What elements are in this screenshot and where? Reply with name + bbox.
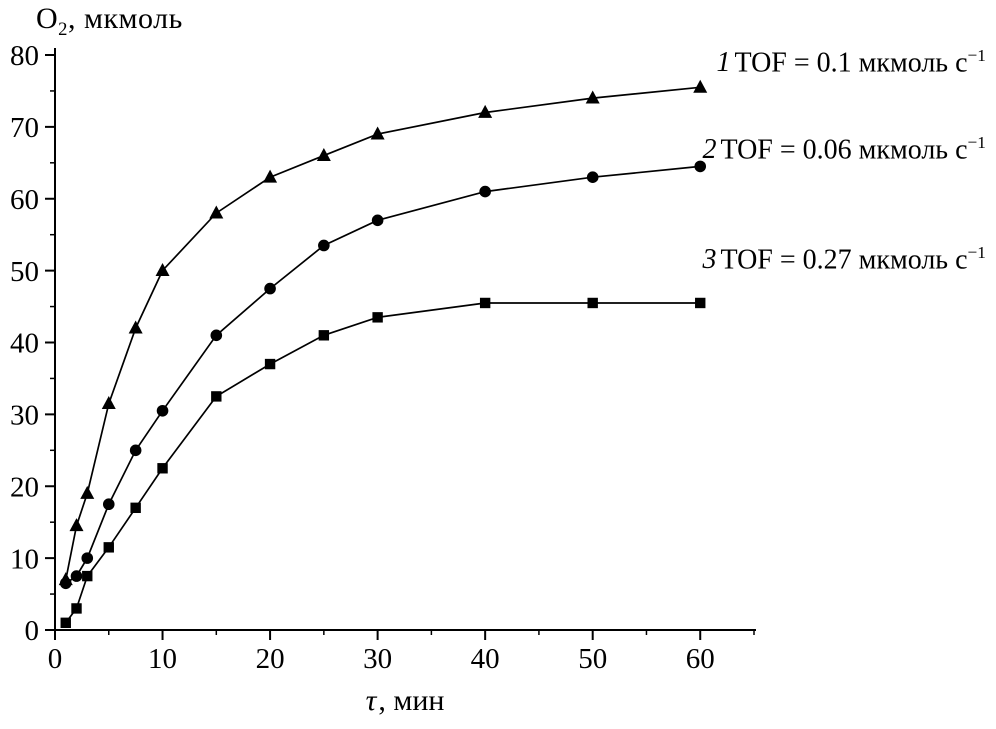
legend-entry-1-index: 1	[716, 47, 731, 79]
square-marker-series-3	[82, 570, 93, 582]
square-marker-series-3	[318, 330, 330, 341]
triangle-marker-series-1	[478, 104, 493, 118]
y-tick-label: 30	[10, 400, 39, 432]
x-tick-label: 60	[686, 643, 715, 675]
triangle-marker-series-1	[263, 169, 278, 183]
square-marker-series-3	[695, 297, 706, 309]
circle-marker-series-2	[264, 282, 276, 295]
triangle-marker-series-1	[128, 320, 143, 334]
legend-entry-2: 2 TOF = 0.06 мкмоль с−1	[702, 133, 986, 166]
y-tick-label: 50	[10, 256, 39, 288]
y-tick-label: 10	[10, 543, 39, 575]
triangle-marker-series-1	[693, 79, 708, 93]
triangle-marker-series-1	[69, 518, 84, 532]
series-line-2	[65, 165, 701, 585]
triangle-marker-series-1	[101, 395, 116, 409]
triangle-marker-series-1	[80, 485, 95, 499]
y-tick-label: 40	[10, 328, 39, 360]
y-tick-label: 0	[25, 615, 40, 647]
x-axis-title: τ, мин	[55, 684, 755, 718]
triangle-marker-series-1	[370, 126, 385, 140]
square-marker-series-3	[372, 312, 383, 323]
square-marker-series-3	[264, 358, 276, 370]
circle-marker-series-2	[156, 404, 169, 417]
y-axis-title-rest: , мкмоль	[67, 2, 183, 35]
square-marker-series-3	[130, 502, 141, 514]
circle-marker-series-2	[694, 160, 707, 173]
triangle-marker-series-1	[316, 148, 331, 162]
circle-marker-series-2	[586, 171, 599, 183]
x-tick-label: 50	[578, 643, 607, 675]
legend-entry-2-sup: −1	[967, 133, 986, 152]
triangle-marker-series-1	[209, 205, 224, 219]
square-marker-series-3	[157, 463, 168, 474]
x-tick-label: 30	[363, 643, 392, 675]
square-marker-series-3	[587, 297, 598, 309]
y-tick-label: 60	[10, 184, 39, 216]
legend-entry-1: 1 TOF = 0.1 мкмоль с−1	[716, 46, 986, 79]
circle-marker-series-2	[371, 214, 384, 227]
triangle-marker-series-1	[585, 90, 600, 104]
legend-entry-1-text: TOF = 0.1 мкмоль с	[734, 47, 968, 79]
square-marker-series-3	[60, 617, 71, 629]
legend-entry-2-index: 2	[702, 134, 717, 166]
y-axis-title: O2, мкмоль	[36, 2, 183, 41]
x-axis-title-rest: , мин	[378, 684, 445, 717]
y-tick-label: 80	[10, 40, 39, 72]
circle-marker-series-2	[59, 577, 72, 590]
y-tick-label: 70	[10, 112, 39, 144]
series-line-1	[64, 86, 701, 580]
circle-marker-series-2	[479, 185, 491, 198]
legend-entry-2-text: TOF = 0.06 мкмоль с	[720, 134, 968, 166]
circle-marker-series-2	[129, 444, 142, 457]
square-marker-series-3	[71, 603, 82, 614]
y-axis-title-main: O	[36, 2, 59, 35]
circle-marker-series-2	[102, 498, 115, 511]
circle-marker-series-2	[318, 239, 330, 252]
triangle-marker-series-1	[155, 263, 170, 277]
circle-marker-series-2	[210, 329, 223, 342]
x-tick-label: 0	[48, 643, 63, 675]
legend-entry-3-sup: −1	[967, 243, 986, 262]
legend-entry-1-sup: −1	[967, 46, 986, 65]
square-marker-series-3	[479, 297, 491, 309]
legend-entry-3-text: TOF = 0.27 мкмоль с	[720, 244, 968, 276]
square-marker-series-3	[103, 542, 114, 553]
y-axis-title-sub: 2	[58, 19, 68, 40]
legend-entry-3-index: 3	[702, 244, 717, 276]
series-line-3	[65, 302, 701, 624]
circle-marker-series-2	[81, 552, 94, 564]
x-tick-label: 20	[256, 643, 285, 675]
circle-marker-series-2	[70, 570, 83, 582]
legend-entry-3: 3 TOF = 0.27 мкмоль с−1	[702, 243, 986, 276]
x-tick-label: 40	[471, 643, 500, 675]
y-tick-label: 20	[10, 471, 39, 503]
x-axis-title-tau: τ	[365, 684, 377, 717]
x-tick-label: 10	[148, 643, 177, 675]
square-marker-series-3	[211, 391, 222, 402]
